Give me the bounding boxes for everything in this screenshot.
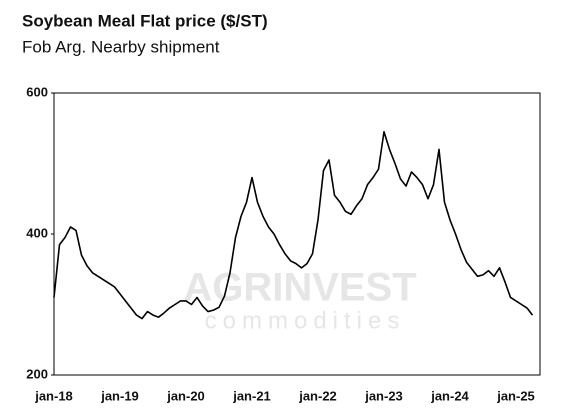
chart-subtitle: Fob Arg. Nearby shipment [22,37,220,56]
x-tick-label: jan-21 [232,388,271,403]
x-tick-label: jan-25 [496,388,535,403]
x-tick-label: jan-20 [166,388,205,403]
y-tick-label: 600 [26,84,48,99]
y-tick-label: 200 [26,366,48,381]
chart-title: Soybean Meal Flat price ($/ST) [22,11,268,30]
y-tick-label: 400 [26,225,48,240]
watermark: commodities [205,307,406,334]
watermark: AGRINVEST [183,266,416,310]
price-line [53,130,534,320]
x-tick-label: jan-23 [364,388,403,403]
x-tick-label: jan-19 [100,388,139,403]
x-tick-label: jan-18 [34,388,73,403]
x-tick-label: jan-22 [298,388,337,403]
x-tick-label: jan-24 [430,388,469,403]
